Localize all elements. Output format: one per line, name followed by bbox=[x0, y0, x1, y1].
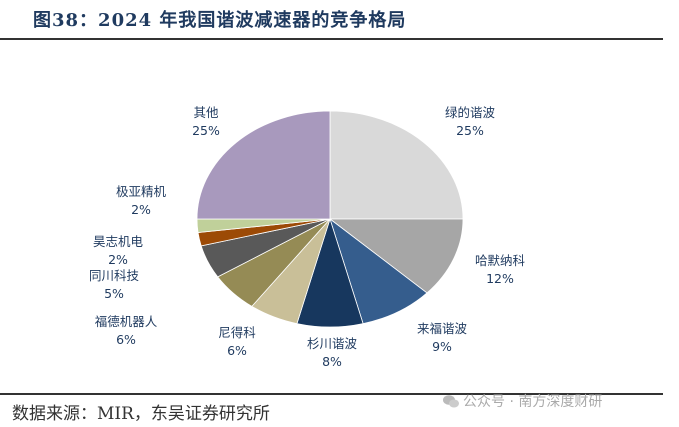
pie-slice bbox=[329, 110, 464, 220]
label-laifu: 来福谐波 9% bbox=[416, 321, 468, 354]
bottom-rule bbox=[0, 393, 663, 395]
watermark: 公众号 · 南方深度财研 bbox=[443, 391, 602, 411]
label-haozhi: 昊志机电 2% bbox=[92, 234, 144, 267]
wechat-icon bbox=[443, 394, 459, 407]
label-others: 其他 25% bbox=[192, 105, 220, 138]
label-shanchuan: 杉川谐波 8% bbox=[306, 336, 358, 369]
label-lvde: 绿的谐波 25% bbox=[444, 105, 496, 138]
label-tongchuan: 同川科技 5% bbox=[88, 268, 140, 301]
label-harmonic: 哈默纳科 12% bbox=[474, 253, 526, 286]
figure-title: 图38：2024 年我国谐波减速器的竞争格局 bbox=[33, 10, 407, 31]
label-nidec: 尼得科 6% bbox=[218, 325, 256, 358]
label-jiya: 极亚精机 2% bbox=[115, 184, 167, 217]
top-rule bbox=[0, 38, 663, 40]
pie-slice bbox=[196, 110, 331, 220]
source-note: 数据来源：MIR，东吴证券研究所 bbox=[12, 404, 270, 424]
pie-slice bbox=[328, 218, 464, 294]
watermark-text: 公众号 · 南方深度财研 bbox=[463, 394, 603, 410]
label-fude: 福德机器人 6% bbox=[94, 314, 158, 347]
